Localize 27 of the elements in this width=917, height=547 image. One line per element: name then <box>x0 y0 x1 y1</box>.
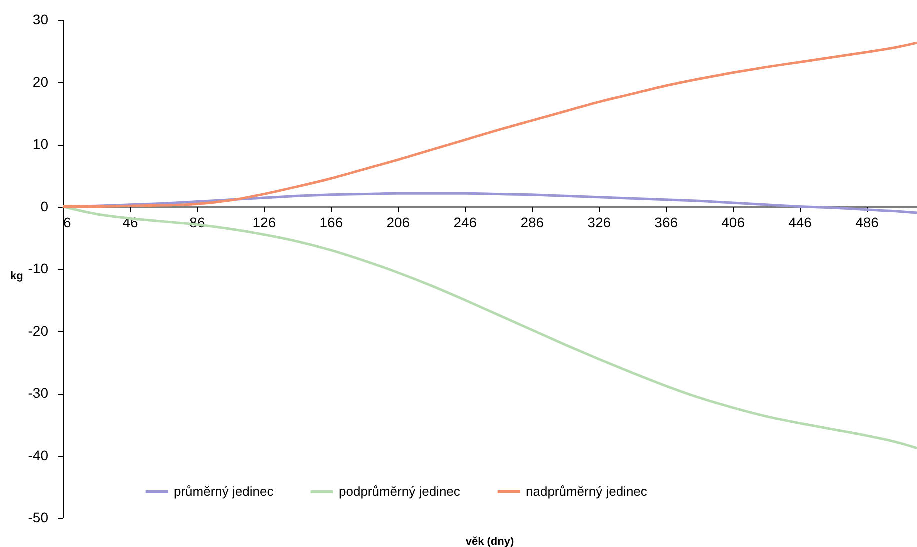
y-tick-label: -50 <box>28 510 49 526</box>
x-tick-label: 6 <box>64 214 72 230</box>
legend-label: podprůměrný jedinec <box>339 484 461 499</box>
y-tick-label: 20 <box>32 74 49 90</box>
x-tick-label: 446 <box>788 214 812 230</box>
y-axis-title: kg <box>10 270 24 282</box>
y-tick-label: -20 <box>28 322 49 339</box>
x-tick-label: 286 <box>520 214 544 230</box>
y-tick-label: -30 <box>28 385 49 401</box>
line-series <box>62 206 917 450</box>
y-tick-label: 0 <box>40 198 49 214</box>
y-tick-label: -40 <box>28 447 49 464</box>
x-tick-label: 366 <box>654 214 678 230</box>
legend-label: průměrný jedinec <box>174 484 274 499</box>
x-tick-label: 326 <box>588 214 612 230</box>
line-series <box>62 42 917 208</box>
x-tick-label: 126 <box>252 214 276 230</box>
y-tick-label: -10 <box>28 260 49 276</box>
x-tick-label: 166 <box>320 214 344 230</box>
x-tick-label: 246 <box>454 214 478 230</box>
y-tick-label: 10 <box>32 136 49 152</box>
x-tick-label: 206 <box>386 214 410 230</box>
x-tick-label: 406 <box>722 214 746 230</box>
x-tick-label: 486 <box>856 214 880 230</box>
legend-label: nadprůměrný jedinec <box>526 484 648 499</box>
x-axis-title: věk (dny) <box>466 536 514 547</box>
y-tick-label: 30 <box>32 12 49 28</box>
